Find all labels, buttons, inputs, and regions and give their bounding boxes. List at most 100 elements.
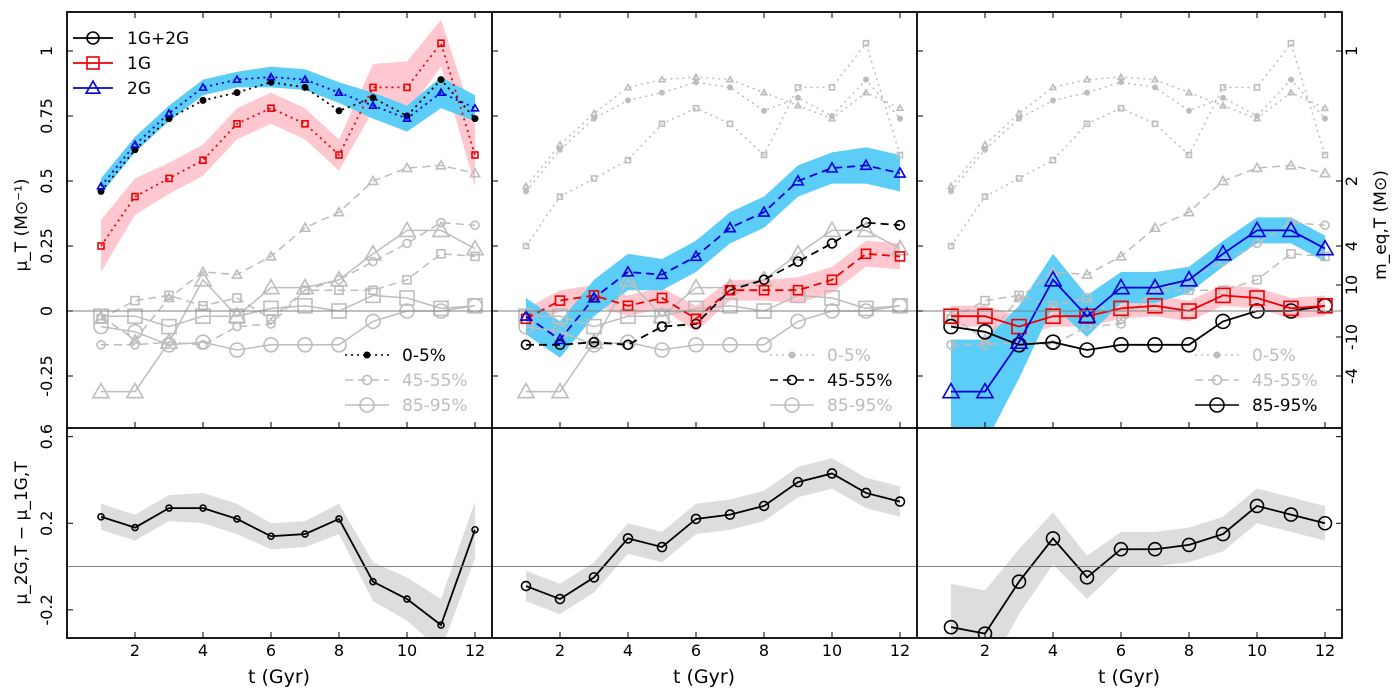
series-g1-panel3-point-7 [1147, 297, 1163, 314]
gray-g2-bin2-panel1-point-11 [435, 159, 447, 170]
gray-g2-bin2-panel3-line [950, 164, 1326, 341]
bin-legend-marker [786, 374, 798, 386]
series-g1-panel2-point-9 [792, 284, 804, 296]
gray-g1-bin1-panel3-point-4 [1049, 156, 1057, 164]
labels: t (Gyr) t (Gyr) t (Gyr) μ_T (M⊙⁻¹) m_eq,… [12, 29, 1391, 688]
x-tick-label-p3-2: 2 [980, 641, 990, 660]
gray-all-bin1-panel2-point-11 [863, 76, 869, 83]
diff-series-panel2-point-9 [792, 476, 804, 488]
gray-all-bin1-panel2-point-7 [727, 84, 733, 91]
series-all-panel2-point-3 [588, 336, 600, 348]
series-g1-panel2-point-4 [622, 300, 634, 312]
series-g2-panel2 [519, 158, 907, 345]
gray-g2-bin1-panel2-point-1 [521, 181, 531, 190]
gray-g1-bin2-panel1-point-2 [130, 295, 140, 306]
gray-g2-bin3-panel2-point-11 [856, 220, 876, 238]
gray-g1-bin1-panel2-point-1 [522, 242, 530, 250]
gray-g2-bin2-panel1-point-7 [299, 221, 311, 233]
series-g1-panel1-line [100, 41, 476, 247]
x-tick-label-p2-2: 2 [555, 641, 565, 660]
series-g1-panel1-point-8 [335, 151, 343, 159]
diff-series-panel1-point-11 [437, 621, 445, 629]
series-g1-panel2 [520, 248, 906, 325]
data-series [91, 39, 1335, 638]
gray-g2-bin3-panel1-point-8 [329, 270, 349, 287]
gray-g2-bin2-panel3-point-7 [1149, 221, 1161, 233]
series-g1-panel2-point-3 [588, 290, 600, 301]
gray-g1-bin2-panel3-point-3 [1014, 290, 1024, 301]
diff-series-panel3 [943, 498, 1333, 638]
gray-g2-bin2-panel1-point-3 [163, 291, 175, 303]
series-g2-panel2-point-2 [553, 332, 567, 345]
gray-all-bin1-panel3-point-9 [1220, 94, 1226, 101]
gray-all-bin1-panel3 [948, 76, 1328, 195]
top-y-tick-label-1: 0 [37, 306, 56, 316]
diff-band-panel3 [951, 488, 1325, 638]
g2-band-panel3 [951, 217, 1325, 428]
gray-g1-bin2-panel3-point-10 [1252, 274, 1262, 285]
bin-legend-p1-2: 45-55% [345, 371, 468, 391]
gray-g1-bin1-panel2-point-4 [624, 156, 632, 164]
series-g2-panel3-point-12 [1315, 238, 1335, 256]
gray-g1-bin1-panel3-line [950, 41, 1326, 247]
gray-g2-bin1-panel3-point-1 [946, 181, 956, 190]
gray-g1-bin1-panel2-line [525, 41, 901, 247]
top-y-axis-label: μ_T (M⊙⁻¹) [12, 178, 32, 271]
series-g2-panel2-point-7 [723, 221, 737, 233]
gray-g2-bin1-panel3-point-12 [1320, 103, 1330, 112]
gray-all-bin1-panel3-point-12 [1322, 115, 1328, 122]
gray-g2-bin1-panel2 [521, 72, 905, 190]
series-g2-panel2-point-5 [655, 267, 669, 280]
gray-g1-bin2-panel1-point-3 [164, 290, 174, 301]
gray-all-bin1-panel2-point-2 [557, 146, 563, 153]
series-all-panel2-point-8 [758, 274, 770, 286]
series-g1-panel1-point-2 [131, 192, 139, 201]
gray-g1-bin1-panel2 [522, 39, 904, 250]
series-all-panel1-point-5 [233, 89, 241, 97]
x-tick-label-p3-8: 8 [1184, 641, 1194, 660]
bin-legend-marker [359, 397, 375, 413]
gray-g2-bin2-panel1-point-10 [401, 161, 413, 173]
bin-legend-label: 0-5% [827, 346, 871, 366]
gray-all-bin3-panel1-point-4 [195, 334, 211, 351]
gray-g1-bin3-panel1-point-12 [467, 297, 483, 314]
series-g2-panel1-point-7 [300, 74, 310, 83]
bin-legend-marker [1211, 374, 1223, 386]
gray-all-bin3-panel1-point-5 [229, 342, 245, 358]
diff-series-panel3-point-7 [1147, 541, 1163, 557]
right-y-tick-label-4: -10 [1342, 324, 1361, 350]
gray-g1-bin2-panel1-point-11 [436, 249, 446, 259]
bin-legend-label: 45-55% [402, 371, 468, 391]
bin-legend-marker [784, 397, 800, 413]
gray-all-bin2-panel1-point-11 [436, 217, 446, 228]
series-all-panel1-point-12 [471, 115, 479, 123]
x-tick-label-p1-12: 12 [465, 641, 485, 660]
gray-g2-bin2-panel3-point-6 [1115, 250, 1127, 261]
series-g2-panel2-point-6 [689, 249, 703, 262]
gray-g2-bin3-panel2-point-4 [618, 270, 638, 287]
gray-g2-bin3-panel2-point-10 [822, 220, 842, 238]
x-tick-label-p2-10: 10 [822, 641, 842, 660]
gray-g2-bin1-panel3 [946, 72, 1330, 190]
gray-g1-bin2-panel3-point-2 [980, 295, 990, 306]
diff-series-panel3-point-8 [1181, 537, 1197, 553]
series-g1-panel3-point-1 [943, 308, 959, 325]
diff-series-panel3-point-4 [1045, 531, 1061, 546]
series-g1-panel2-point-7 [724, 284, 736, 296]
diff-series-panel2-point-8 [758, 500, 770, 512]
gray-all-bin3-panel1-point-9 [365, 313, 381, 330]
series-all-panel2-point-10 [826, 238, 838, 249]
gray-all-bin1-panel3-point-3 [1016, 115, 1022, 122]
bin-legend-label: 45-55% [1252, 371, 1318, 391]
gray-g1-bin2-panel3-point-5 [1082, 293, 1092, 303]
bottom-y-tick-label-0: -0.2 [37, 594, 56, 625]
bin-legend-p2-1: 0-5% [770, 346, 871, 366]
gray-g2-bin2-panel3-point-10 [1251, 161, 1263, 173]
gray-g1-bin3-panel2-point-12 [892, 297, 908, 314]
series-g2-panel2-point-1 [519, 309, 533, 321]
series-g2-panel1-point-2 [130, 139, 140, 148]
gray-g2-bin3-panel1-point-11 [431, 220, 451, 238]
gray-g2-bin1-panel2-point-2 [555, 140, 565, 148]
diff-series-panel2-point-10 [826, 468, 838, 479]
